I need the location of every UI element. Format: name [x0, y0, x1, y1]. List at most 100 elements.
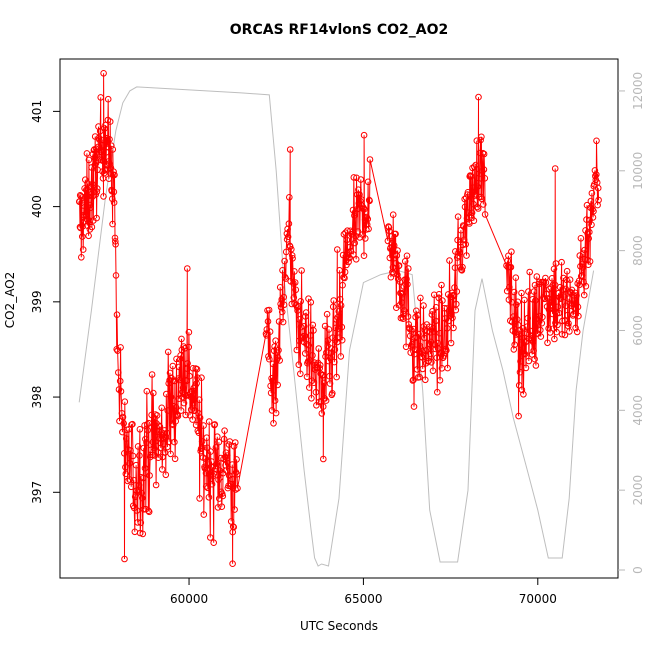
data-point — [123, 435, 130, 442]
data-point — [307, 299, 315, 306]
data-point — [102, 121, 109, 129]
data-point — [473, 137, 481, 144]
data-point — [85, 232, 92, 240]
data-point — [112, 238, 119, 245]
data-point — [533, 273, 541, 280]
data-point — [432, 345, 439, 353]
data-point — [389, 211, 397, 218]
data-point — [171, 455, 179, 463]
data-point — [424, 346, 431, 353]
data-point — [158, 404, 165, 412]
data-point — [296, 316, 303, 323]
data-point — [80, 202, 88, 209]
data-point — [580, 291, 588, 299]
data-point — [210, 539, 217, 547]
data-point — [354, 228, 362, 235]
data-point — [281, 257, 288, 265]
data-point — [446, 257, 453, 264]
data-point — [444, 325, 451, 332]
data-point — [293, 346, 301, 354]
data-point — [544, 295, 552, 302]
data-point — [298, 267, 305, 274]
data-point — [310, 327, 317, 334]
data-point — [419, 354, 426, 361]
data-point — [503, 262, 510, 269]
data-point — [136, 452, 143, 459]
data-point — [98, 148, 105, 156]
data-point — [450, 324, 457, 332]
data-point — [354, 191, 361, 198]
data-point — [115, 369, 122, 376]
x-axis-label: UTC Seconds — [300, 619, 378, 633]
data-point — [122, 470, 130, 478]
data-point — [207, 534, 214, 541]
data-point — [169, 377, 176, 385]
data-point — [337, 353, 345, 360]
data-point — [144, 427, 151, 434]
data-point — [233, 456, 240, 463]
data-point — [200, 422, 207, 429]
data-point — [403, 252, 411, 260]
data-point — [121, 450, 128, 457]
data-point — [232, 439, 239, 446]
data-point — [229, 461, 236, 468]
data-point — [184, 265, 191, 272]
data-point — [519, 325, 527, 332]
data-point — [358, 196, 365, 203]
data-point — [398, 289, 405, 297]
data-point — [326, 380, 334, 387]
data-point — [109, 220, 116, 228]
data-point — [84, 180, 91, 187]
data-point — [394, 271, 401, 279]
data-point — [119, 413, 127, 421]
data-point — [294, 307, 301, 314]
data-point — [350, 251, 357, 258]
data-point — [121, 398, 129, 406]
data-point — [297, 323, 305, 331]
data-point — [134, 519, 141, 526]
data-point — [160, 440, 167, 448]
data-point — [127, 447, 134, 454]
data-point — [284, 233, 292, 241]
data-point — [82, 193, 89, 200]
data-point — [196, 495, 203, 502]
data-point — [430, 291, 438, 299]
data-point — [464, 189, 472, 196]
data-point — [327, 354, 334, 362]
data-point — [96, 136, 103, 143]
data-point — [576, 252, 584, 259]
data-point — [416, 373, 424, 381]
data-point — [456, 249, 464, 256]
data-point — [360, 252, 368, 259]
data-point — [480, 150, 488, 158]
data-point — [443, 347, 450, 354]
data-point — [82, 211, 90, 219]
data-point — [78, 194, 86, 201]
data-point — [584, 230, 592, 238]
data-point — [573, 328, 581, 336]
data-point — [407, 349, 415, 356]
data-point — [162, 433, 169, 441]
data-point — [223, 454, 231, 462]
data-point — [532, 297, 539, 304]
data-point — [212, 444, 220, 451]
data-point — [164, 407, 171, 414]
data-point — [217, 454, 225, 462]
data-point — [214, 504, 222, 511]
data-point — [230, 523, 237, 531]
data-point — [466, 172, 474, 179]
data-point — [335, 308, 343, 315]
data-point — [422, 347, 430, 355]
data-point — [169, 362, 177, 370]
data-point — [539, 313, 546, 321]
x-tick-label: 70000 — [519, 592, 557, 606]
data-point — [322, 397, 330, 404]
data-point — [303, 373, 311, 381]
data-point — [101, 169, 108, 177]
data-point — [385, 224, 393, 231]
data-point — [163, 390, 170, 398]
data-point — [334, 325, 342, 332]
data-point — [430, 328, 438, 335]
data-point — [565, 320, 572, 327]
data-point — [366, 197, 373, 205]
